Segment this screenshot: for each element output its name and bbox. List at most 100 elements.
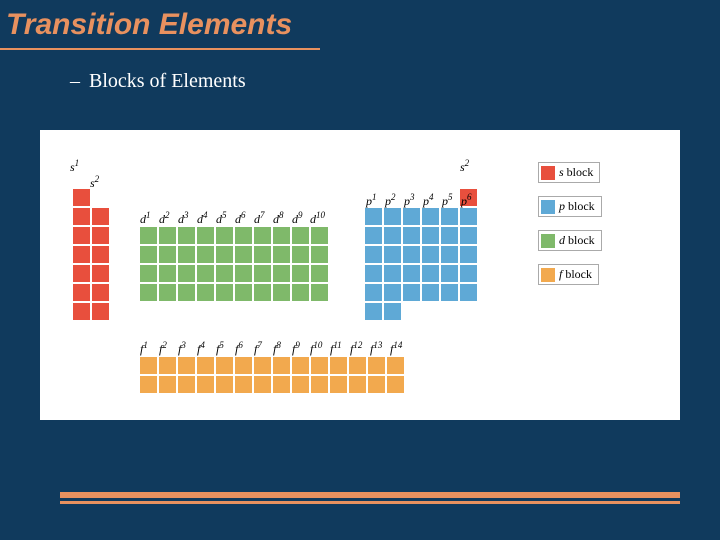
d-block-cell <box>158 264 177 283</box>
p-block-cell <box>440 283 459 302</box>
p-col-label: p1 <box>366 192 377 209</box>
f-block-cell <box>310 356 329 375</box>
d-block-cell <box>177 283 196 302</box>
f-col-label: f9 <box>292 340 300 357</box>
d-block-cell <box>196 245 215 264</box>
p-block-cell <box>421 245 440 264</box>
d-block-cell <box>291 283 310 302</box>
p-block-cell <box>402 245 421 264</box>
d-block-cell <box>158 283 177 302</box>
f-block-cell <box>348 356 367 375</box>
f-col-label: f8 <box>273 340 281 357</box>
f-block-cell <box>139 375 158 394</box>
f-block-cell <box>234 356 253 375</box>
f-block-cell <box>310 375 329 394</box>
f-col-label: f2 <box>159 340 167 357</box>
p-block-cell <box>459 207 478 226</box>
d-block-cell <box>272 245 291 264</box>
d-col-label: d8 <box>273 210 284 227</box>
f-block-cell <box>177 375 196 394</box>
s2-helium-label: s2 <box>460 158 469 175</box>
d-col-label: d9 <box>292 210 303 227</box>
f-col-label: f4 <box>197 340 205 357</box>
s2-label: s2 <box>90 174 99 191</box>
p-col-label: p6 <box>461 192 472 209</box>
p-block-cell <box>402 283 421 302</box>
f-block-cell <box>139 356 158 375</box>
f-col-label: f5 <box>216 340 224 357</box>
d-block-cell <box>158 245 177 264</box>
d-col-label: d3 <box>178 210 189 227</box>
p-block-cell <box>402 264 421 283</box>
bullet-dash: – <box>70 70 84 93</box>
f-col-label: f12 <box>350 340 362 357</box>
f-col-label: f6 <box>235 340 243 357</box>
f-col-label: f13 <box>370 340 382 357</box>
footer-bar-thick <box>60 492 680 498</box>
p-block-cell <box>364 283 383 302</box>
legend-p_block: p block <box>538 196 602 217</box>
d-block-cell <box>234 283 253 302</box>
f-block-cell <box>329 356 348 375</box>
s-block-cell <box>72 283 91 302</box>
title-underline <box>0 48 320 50</box>
p-block-cell <box>364 207 383 226</box>
f-block-cell <box>196 375 215 394</box>
f-block-cell <box>196 356 215 375</box>
f-block-cell <box>158 356 177 375</box>
d-block-cell <box>253 226 272 245</box>
d-block-cell <box>291 226 310 245</box>
p-block-cell <box>402 207 421 226</box>
f-block-cell <box>215 356 234 375</box>
p-block-cell <box>383 207 402 226</box>
p-block-cell <box>440 226 459 245</box>
f-block-cell <box>367 375 386 394</box>
f-block-cell <box>348 375 367 394</box>
p-col-label: p3 <box>404 192 415 209</box>
s-block-cell <box>72 245 91 264</box>
f-block-cell <box>272 356 291 375</box>
legend-label: p block <box>559 199 595 214</box>
s-block-cell <box>72 226 91 245</box>
subtitle-text: Blocks of Elements <box>89 70 246 92</box>
s-block-cell <box>72 264 91 283</box>
s-block-cell <box>72 188 91 207</box>
d-block-cell <box>196 264 215 283</box>
d-block-cell <box>234 226 253 245</box>
p-block-cell <box>440 245 459 264</box>
d-block-cell <box>310 283 329 302</box>
legend-swatch <box>541 200 555 214</box>
f-col-label: f1 <box>140 340 148 357</box>
d-block-cell <box>234 245 253 264</box>
legend-swatch <box>541 166 555 180</box>
d-block-cell <box>272 264 291 283</box>
f-block-cell <box>253 375 272 394</box>
d-block-cell <box>215 226 234 245</box>
d-block-cell <box>215 245 234 264</box>
f-col-label: f11 <box>330 340 342 357</box>
d-block-cell <box>196 283 215 302</box>
d-block-cell <box>272 283 291 302</box>
legend-f_block: f block <box>538 264 599 285</box>
d-block-cell <box>139 283 158 302</box>
legend-d_block: d block <box>538 230 602 251</box>
p-block-cell <box>440 264 459 283</box>
f-block-cell <box>386 356 405 375</box>
f-block-cell <box>329 375 348 394</box>
p-block-cell <box>383 302 402 321</box>
f-col-label: f10 <box>310 340 322 357</box>
d-col-label: d10 <box>310 210 325 227</box>
s-block-cell <box>91 226 110 245</box>
d-block-cell <box>291 245 310 264</box>
d-block-cell <box>139 264 158 283</box>
d-block-cell <box>196 226 215 245</box>
legend-label: s block <box>559 165 593 180</box>
d-block-cell <box>158 226 177 245</box>
footer-bar-thin <box>60 501 680 504</box>
slide-title: Transition Elements <box>2 0 296 50</box>
p-block-cell <box>421 207 440 226</box>
f-col-label: f7 <box>254 340 262 357</box>
footer-accent-bars <box>60 492 680 504</box>
d-col-label: d2 <box>159 210 170 227</box>
d-col-label: d7 <box>254 210 265 227</box>
